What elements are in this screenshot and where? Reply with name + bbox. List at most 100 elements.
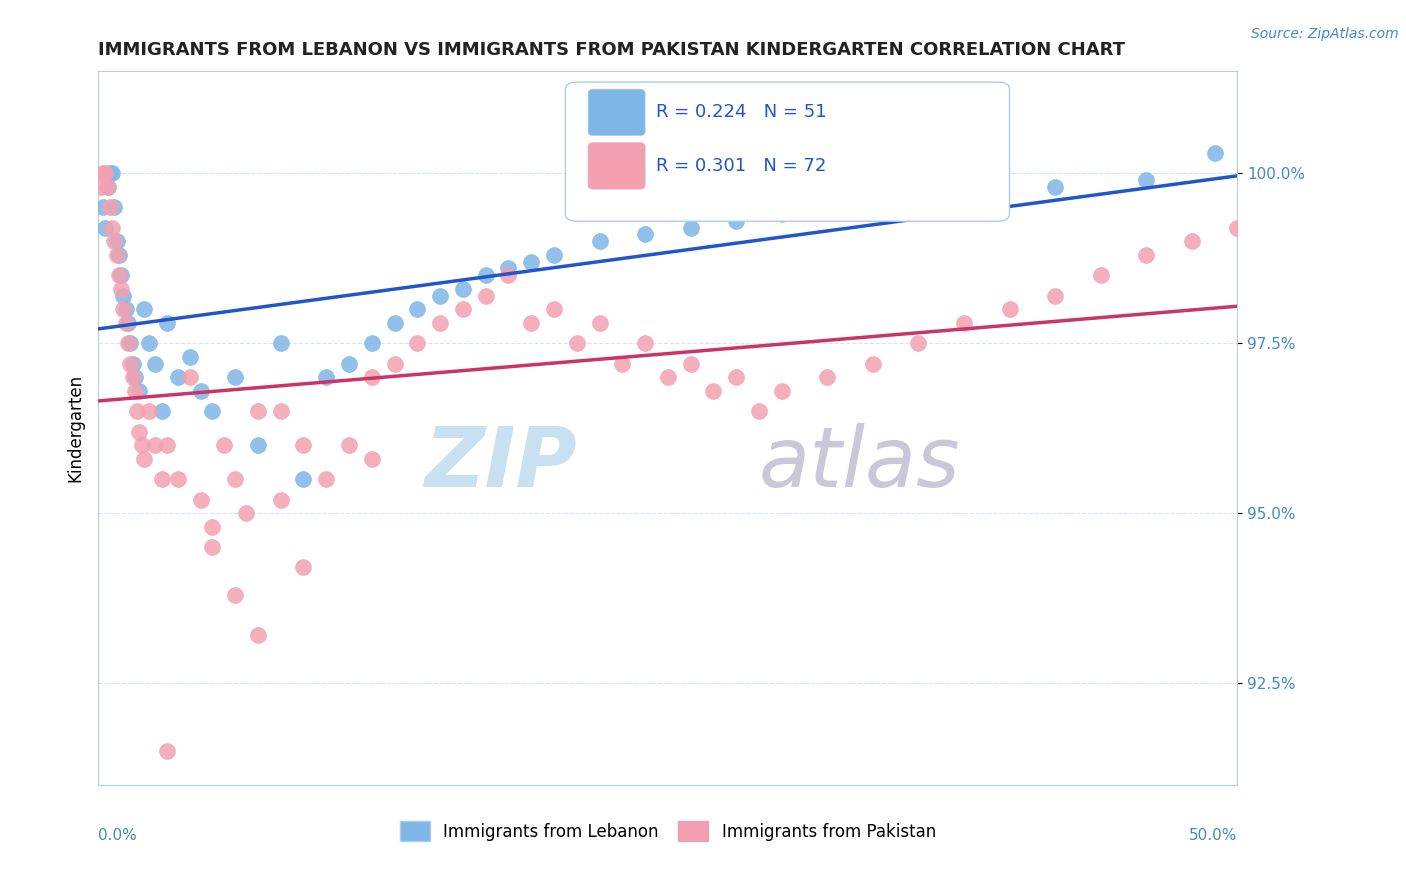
Point xyxy=(98,200,121,214)
Point xyxy=(498,261,520,276)
Point xyxy=(815,200,838,214)
Point xyxy=(132,302,155,317)
Point xyxy=(246,404,269,418)
Point xyxy=(315,472,337,486)
Point xyxy=(1043,288,1066,302)
Point xyxy=(120,336,142,351)
Point xyxy=(634,336,657,351)
Point xyxy=(770,384,793,398)
Point xyxy=(1135,173,1157,187)
Point xyxy=(907,336,929,351)
FancyBboxPatch shape xyxy=(588,89,645,136)
Point xyxy=(657,370,679,384)
Point xyxy=(1090,268,1112,283)
Point xyxy=(451,302,474,317)
Point xyxy=(105,248,128,262)
Point xyxy=(702,384,724,398)
Text: 0.0%: 0.0% xyxy=(98,828,138,843)
Point xyxy=(953,186,976,201)
Text: IMMIGRANTS FROM LEBANON VS IMMIGRANTS FROM PAKISTAN KINDERGARTEN CORRELATION CHA: IMMIGRANTS FROM LEBANON VS IMMIGRANTS FR… xyxy=(98,41,1125,59)
Point xyxy=(1181,234,1204,248)
Point xyxy=(103,200,125,214)
Point xyxy=(235,506,257,520)
Point xyxy=(201,404,224,418)
Point xyxy=(815,370,838,384)
Point xyxy=(429,288,451,302)
Point xyxy=(127,404,149,418)
Point xyxy=(520,254,543,268)
Point xyxy=(292,438,315,452)
Point xyxy=(884,194,907,208)
Point xyxy=(91,200,114,214)
Text: atlas: atlas xyxy=(759,424,960,504)
Point xyxy=(128,425,150,439)
Point xyxy=(725,370,748,384)
Point xyxy=(474,288,496,302)
Point xyxy=(292,560,315,574)
Point xyxy=(96,180,118,194)
Point xyxy=(156,744,179,758)
Text: R = 0.224   N = 51: R = 0.224 N = 51 xyxy=(657,103,827,121)
Point xyxy=(725,214,748,228)
Point xyxy=(474,268,496,283)
Point xyxy=(224,588,246,602)
Point xyxy=(117,316,139,330)
Point xyxy=(145,357,167,371)
Point xyxy=(108,268,131,283)
Point xyxy=(108,248,131,262)
Point xyxy=(101,220,124,235)
Point xyxy=(101,166,124,180)
Point xyxy=(292,472,315,486)
Point xyxy=(406,302,429,317)
Point xyxy=(112,288,135,302)
Point xyxy=(1135,248,1157,262)
Point xyxy=(337,438,360,452)
Point xyxy=(145,438,167,452)
Point xyxy=(998,302,1021,317)
Point xyxy=(543,302,565,317)
Point xyxy=(124,384,146,398)
Legend: Immigrants from Lebanon, Immigrants from Pakistan: Immigrants from Lebanon, Immigrants from… xyxy=(392,814,943,848)
Point xyxy=(150,472,173,486)
Point xyxy=(1226,220,1249,235)
Point xyxy=(862,357,884,371)
Point xyxy=(167,472,190,486)
Point xyxy=(110,268,132,283)
Point xyxy=(634,227,657,242)
Point xyxy=(679,357,702,371)
Point xyxy=(384,316,406,330)
Point xyxy=(98,166,121,180)
Point xyxy=(520,316,543,330)
Point xyxy=(117,336,139,351)
Point xyxy=(156,438,179,452)
Point xyxy=(201,519,224,533)
Point xyxy=(212,438,235,452)
Point xyxy=(190,384,212,398)
Text: ZIP: ZIP xyxy=(425,424,576,504)
Point xyxy=(132,451,155,466)
Point xyxy=(270,336,292,351)
Y-axis label: Kindergarten: Kindergarten xyxy=(66,374,84,483)
Point xyxy=(337,357,360,371)
Point xyxy=(406,336,429,351)
Point xyxy=(360,336,382,351)
Point xyxy=(270,404,292,418)
FancyBboxPatch shape xyxy=(565,82,1010,221)
Point xyxy=(246,438,269,452)
Point xyxy=(112,302,135,317)
Point xyxy=(120,357,142,371)
Point xyxy=(770,207,793,221)
Point xyxy=(565,336,588,351)
Point xyxy=(96,180,118,194)
Point xyxy=(270,492,292,507)
Point xyxy=(90,180,112,194)
Point xyxy=(103,234,125,248)
Point xyxy=(1043,180,1066,194)
Point xyxy=(612,357,634,371)
Point xyxy=(105,234,128,248)
Point xyxy=(94,220,117,235)
Point xyxy=(953,316,976,330)
Point xyxy=(138,336,160,351)
Point xyxy=(114,316,136,330)
Point xyxy=(1204,145,1226,160)
